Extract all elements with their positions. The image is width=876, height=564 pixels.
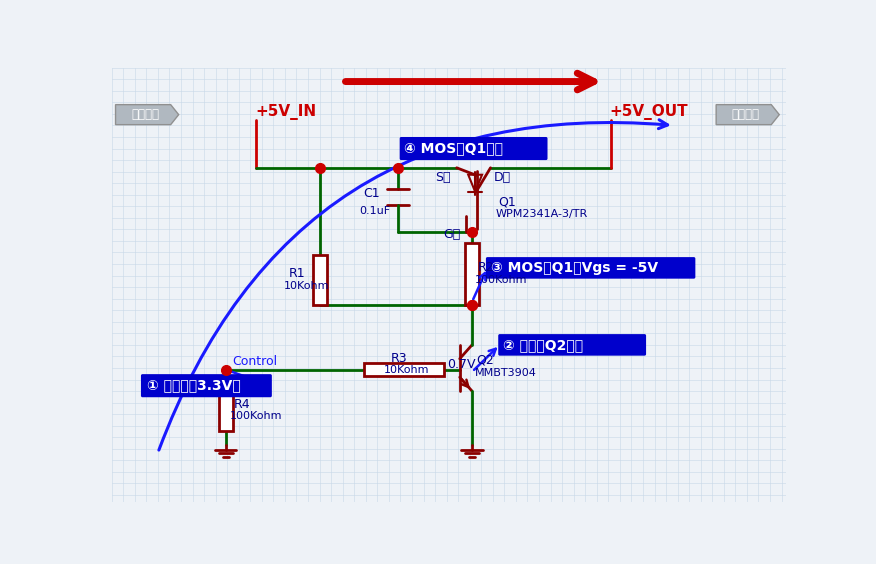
Text: WPM2341A-3/TR: WPM2341A-3/TR xyxy=(495,209,588,219)
Bar xyxy=(465,243,479,305)
Text: C1: C1 xyxy=(364,187,380,200)
Text: 0.1uF: 0.1uF xyxy=(360,206,391,216)
FancyBboxPatch shape xyxy=(399,137,548,160)
Text: R2: R2 xyxy=(477,261,494,274)
Text: R3: R3 xyxy=(391,352,407,365)
Text: ④ MOS管Q1导通: ④ MOS管Q1导通 xyxy=(405,142,504,156)
Bar xyxy=(313,255,327,305)
Text: 100Kohm: 100Kohm xyxy=(230,412,283,421)
FancyBboxPatch shape xyxy=(498,334,646,356)
Text: +5V_IN: +5V_IN xyxy=(255,104,316,120)
Text: 电源输入: 电源输入 xyxy=(131,108,159,121)
FancyBboxPatch shape xyxy=(486,257,696,279)
Text: 0.7V: 0.7V xyxy=(448,358,476,372)
Text: Q2: Q2 xyxy=(477,354,494,367)
Text: ① 高电平（3.3V）: ① 高电平（3.3V） xyxy=(147,378,241,393)
Text: D极: D极 xyxy=(493,171,511,184)
FancyBboxPatch shape xyxy=(141,374,272,397)
Text: Q1: Q1 xyxy=(498,196,516,209)
Text: 10Kohm: 10Kohm xyxy=(385,365,430,375)
Text: G极: G极 xyxy=(442,228,460,241)
Text: 100Kohm: 100Kohm xyxy=(475,275,527,285)
Text: +5V_OUT: +5V_OUT xyxy=(609,104,688,120)
Bar xyxy=(364,363,444,376)
Polygon shape xyxy=(116,105,179,125)
Text: 电源输出: 电源输出 xyxy=(731,108,759,121)
Bar xyxy=(219,390,233,431)
Text: ③ MOS管Q1的Vgs = -5V: ③ MOS管Q1的Vgs = -5V xyxy=(491,261,658,275)
Polygon shape xyxy=(717,105,780,125)
Text: 10Kohm: 10Kohm xyxy=(284,281,329,291)
Text: R4: R4 xyxy=(233,398,250,411)
Text: ② 三极管Q2导通: ② 三极管Q2导通 xyxy=(503,338,583,352)
Text: S极: S极 xyxy=(435,171,450,184)
Text: MMBT3904: MMBT3904 xyxy=(475,368,537,378)
Text: Control: Control xyxy=(232,355,277,368)
Text: R1: R1 xyxy=(289,267,306,280)
